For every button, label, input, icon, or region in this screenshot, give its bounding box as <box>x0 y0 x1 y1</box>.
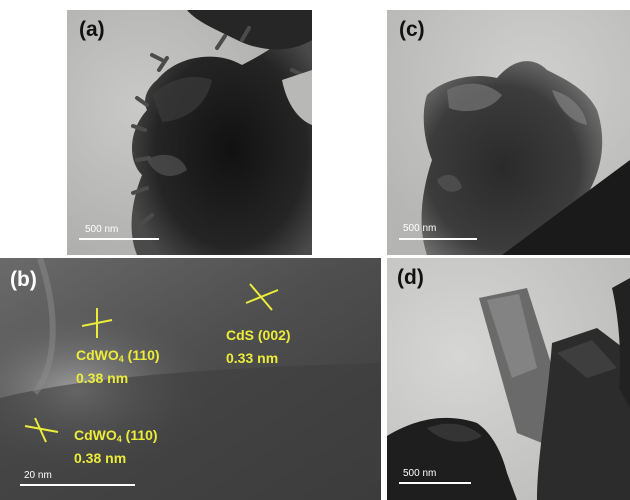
scale-bar-b <box>20 484 135 486</box>
anno-formula: CdS <box>226 327 254 343</box>
anno-plane: (002) <box>254 327 291 343</box>
scale-bar-a <box>79 238 159 240</box>
scale-label-b: 20 nm <box>24 470 52 481</box>
scale-label-a: 500 nm <box>85 224 119 235</box>
annotation-cdwo4-upper: CdWO4 (110) 0.38 nm <box>76 346 160 388</box>
panel-d-tem-image: (d) 500 nm <box>387 258 630 500</box>
annotation-cds: CdS (002) 0.33 nm <box>226 326 291 368</box>
anno-spacing: 0.33 nm <box>226 350 279 366</box>
panel-label-a: (a) <box>79 18 105 41</box>
panel-label-d: (d) <box>397 266 424 289</box>
scale-label-d: 500 nm <box>403 468 437 479</box>
annotation-cdwo4-lower: CdWO4 (110) 0.38 nm <box>74 426 158 468</box>
panel-label-b: (b) <box>10 268 37 291</box>
anno-subscript: 4 <box>116 434 122 444</box>
lattice-markers <box>24 283 279 443</box>
panel-a-tem-image: (a) 500 nm <box>67 10 312 255</box>
anno-spacing: 0.38 nm <box>76 370 129 386</box>
panel-label-c: (c) <box>399 18 425 41</box>
anno-formula: CdWO <box>74 427 117 443</box>
scale-bar-c <box>399 238 477 240</box>
panel-b-hrtem-image: (b) CdWO4 (110) 0.38 nm CdS (002) 0.33 n… <box>0 258 381 500</box>
panel-c-tem-image: (c) 500 nm <box>387 10 630 255</box>
anno-formula: CdWO <box>76 347 119 363</box>
scale-bar-d <box>399 482 471 484</box>
anno-plane: (110) <box>123 347 160 363</box>
anno-spacing: 0.38 nm <box>74 450 127 466</box>
scale-label-c: 500 nm <box>403 223 437 234</box>
anno-plane: (110) <box>121 427 158 443</box>
anno-subscript: 4 <box>118 354 124 364</box>
